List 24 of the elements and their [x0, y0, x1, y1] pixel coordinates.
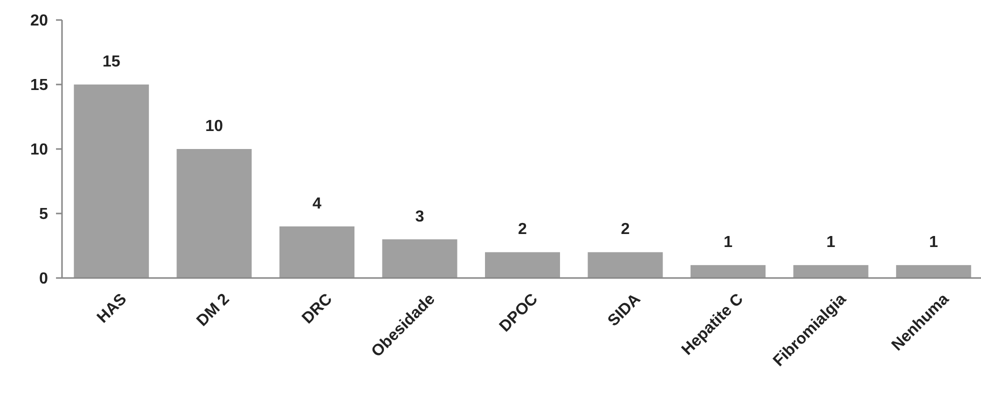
y-tick-label: 15 — [30, 77, 48, 94]
data-label: 10 — [205, 118, 224, 135]
data-label: 2 — [620, 221, 630, 238]
y-tick-label: 20 — [30, 12, 48, 30]
bar — [896, 265, 972, 278]
bar — [793, 265, 868, 278]
data-label: 2 — [518, 221, 528, 238]
data-label: 3 — [415, 208, 424, 226]
bar — [176, 149, 252, 278]
bar — [74, 84, 149, 278]
data-label: 15 — [102, 54, 120, 70]
bar — [690, 265, 766, 278]
data-label: 1 — [724, 234, 733, 252]
data-label: 1 — [826, 234, 836, 252]
y-tick-label: 0 — [39, 270, 48, 288]
bar — [484, 252, 560, 278]
data-label: 1 — [929, 234, 938, 252]
bar — [588, 252, 663, 278]
bar — [279, 226, 354, 278]
data-label: 4 — [312, 195, 322, 212]
x-tick-label: DM 2 — [194, 290, 233, 330]
bar — [382, 239, 458, 278]
y-tick-label: 10 — [30, 142, 48, 159]
y-tick-label: 5 — [39, 206, 48, 224]
